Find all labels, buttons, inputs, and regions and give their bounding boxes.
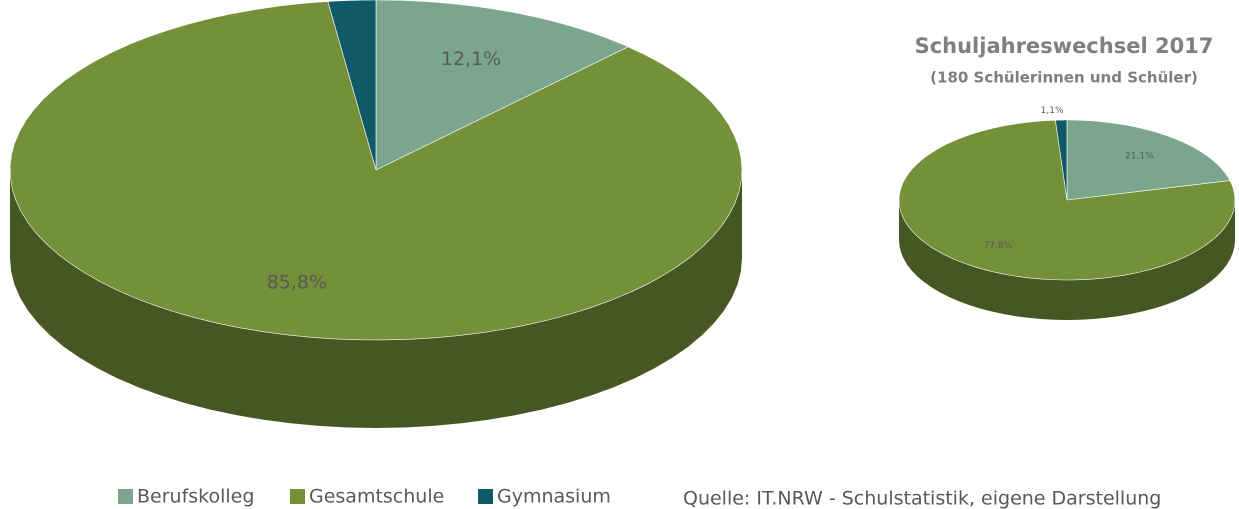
chart-title: Schuljahreswechsel 2017 [915,34,1214,58]
legend-label: Gymnasium [497,486,611,508]
legend-swatch [478,489,493,504]
pie-slice [375,0,629,171]
legend-label: Berufskolleg [137,486,254,508]
legend-swatch [290,489,305,504]
legend-label: Gesamtschule [309,486,444,508]
chart-subtitle: (180 Schülerinnen und Schüler) [930,69,1198,87]
source-note: Quelle: IT.NRW - Schulstatistik, eigene … [683,488,1161,509]
data-label: 21,1% [1125,151,1154,161]
legend-swatch [118,489,133,504]
data-label: 1,1% [1041,106,1064,116]
slice-side [899,200,1235,320]
pie-slice [1055,119,1068,201]
pie-slice [9,1,743,341]
pie-slice [1066,119,1231,201]
data-label: 12,1% [441,48,501,70]
data-label: 77,8% [984,241,1013,251]
slice-side [10,170,742,428]
pie-slice [898,119,1236,281]
data-label: 85,8% [267,272,327,294]
pie-slice [327,0,377,171]
